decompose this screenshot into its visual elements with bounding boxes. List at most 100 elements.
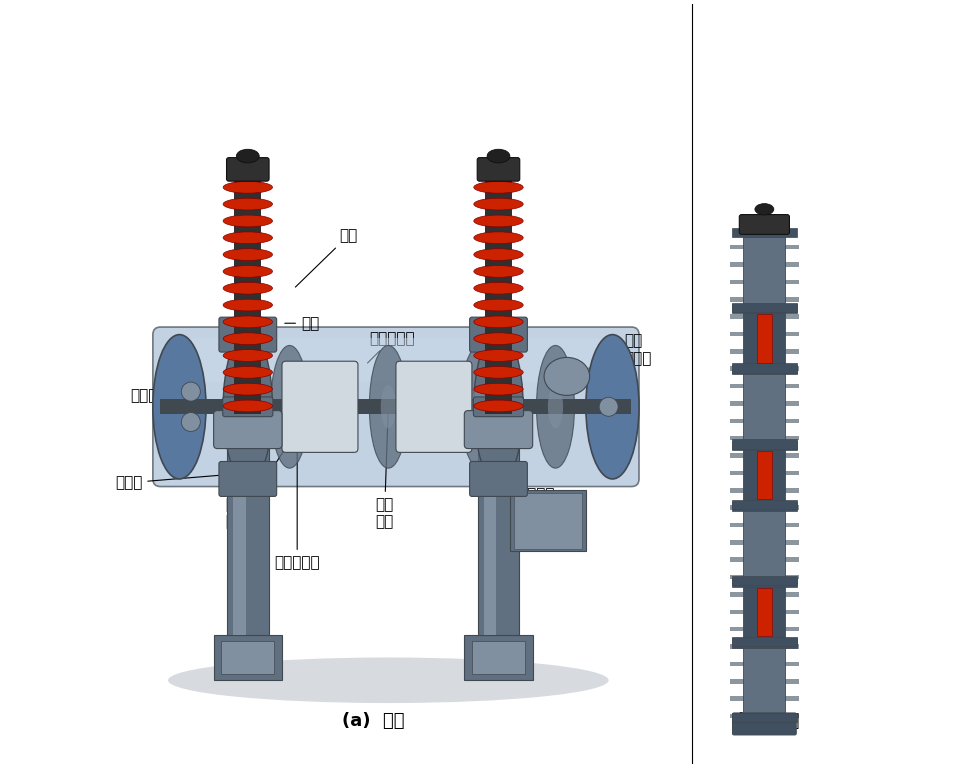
Bar [730,419,799,423]
Bar [730,661,799,666]
Ellipse shape [270,346,309,468]
Ellipse shape [474,349,524,362]
Text: 罐体: 罐体 [285,316,319,331]
Text: 电流
互感器: 电流 互感器 [570,333,651,376]
Ellipse shape [223,232,272,243]
FancyBboxPatch shape [396,361,472,452]
Ellipse shape [223,333,272,345]
Bar [730,349,799,353]
FancyBboxPatch shape [478,157,520,181]
Ellipse shape [474,266,524,277]
Bar [732,637,797,646]
Ellipse shape [223,316,272,328]
FancyBboxPatch shape [172,338,620,382]
Bar [514,492,582,549]
Bar [730,366,799,371]
FancyBboxPatch shape [222,397,273,417]
Bar [233,445,246,634]
Bar [743,505,785,581]
Ellipse shape [536,346,574,468]
Ellipse shape [586,335,639,479]
Text: (a)  罐式: (a) 罐式 [342,712,405,730]
Text: 支柱绝缘子: 支柱绝缘子 [274,448,320,570]
Bar [730,574,799,579]
Ellipse shape [181,412,200,432]
Bar [730,644,799,649]
Ellipse shape [152,335,206,479]
Bar [222,641,274,674]
Ellipse shape [474,331,524,483]
Bar [730,262,799,266]
Bar [485,179,512,415]
Bar [730,523,799,528]
Ellipse shape [223,249,272,260]
Bar [472,641,526,674]
FancyBboxPatch shape [282,361,358,452]
Ellipse shape [223,215,272,227]
Ellipse shape [282,385,297,429]
Text: 真空灭弧室: 真空灭弧室 [367,331,415,363]
Ellipse shape [472,385,487,429]
Ellipse shape [474,181,524,194]
FancyBboxPatch shape [733,713,796,735]
Bar [743,581,785,642]
Ellipse shape [381,385,396,429]
Ellipse shape [474,400,524,412]
Ellipse shape [487,149,510,163]
Ellipse shape [223,300,272,311]
Bar [730,488,799,492]
Text: 环保型
绝缘气体: 环保型 绝缘气体 [225,409,311,529]
Bar [732,502,797,511]
Bar [730,713,799,718]
Ellipse shape [168,657,609,703]
Bar [732,638,797,647]
Bar [730,280,799,284]
Bar [732,363,797,372]
Ellipse shape [460,346,499,468]
Bar [483,445,496,634]
Bar [732,713,797,722]
Ellipse shape [544,357,590,396]
Bar [743,369,785,445]
Ellipse shape [223,283,272,294]
FancyBboxPatch shape [219,317,276,352]
Bar [732,441,797,450]
Bar [730,245,799,250]
Bar [732,500,797,509]
Ellipse shape [474,232,524,243]
FancyBboxPatch shape [226,157,269,181]
Ellipse shape [223,331,272,483]
Bar [160,399,631,415]
Text: 绝缘
拉杆: 绝缘 拉杆 [375,409,393,529]
Bar [743,232,785,308]
FancyBboxPatch shape [152,327,639,487]
Bar [730,297,799,302]
Bar [730,401,799,406]
FancyBboxPatch shape [474,397,524,417]
Bar [234,179,262,415]
Ellipse shape [755,204,774,215]
FancyBboxPatch shape [470,317,527,352]
Ellipse shape [474,366,524,378]
FancyBboxPatch shape [510,490,586,551]
Ellipse shape [474,333,524,345]
Bar [743,642,785,718]
Bar [730,314,799,319]
Ellipse shape [223,400,272,412]
FancyBboxPatch shape [470,462,527,496]
Bar [732,576,797,585]
Text: 导电杆: 导电杆 [130,388,230,406]
Ellipse shape [223,266,272,277]
Bar [732,228,797,237]
Text: 操动机构: 操动机构 [518,487,554,518]
Bar [757,588,772,636]
Bar [732,439,797,449]
Bar [732,578,797,587]
Bar [227,445,269,634]
Bar [730,505,799,510]
Text: 支撑台: 支撑台 [115,475,219,490]
Ellipse shape [474,383,524,395]
Ellipse shape [474,283,524,294]
Bar [730,610,799,614]
Bar [730,453,799,458]
